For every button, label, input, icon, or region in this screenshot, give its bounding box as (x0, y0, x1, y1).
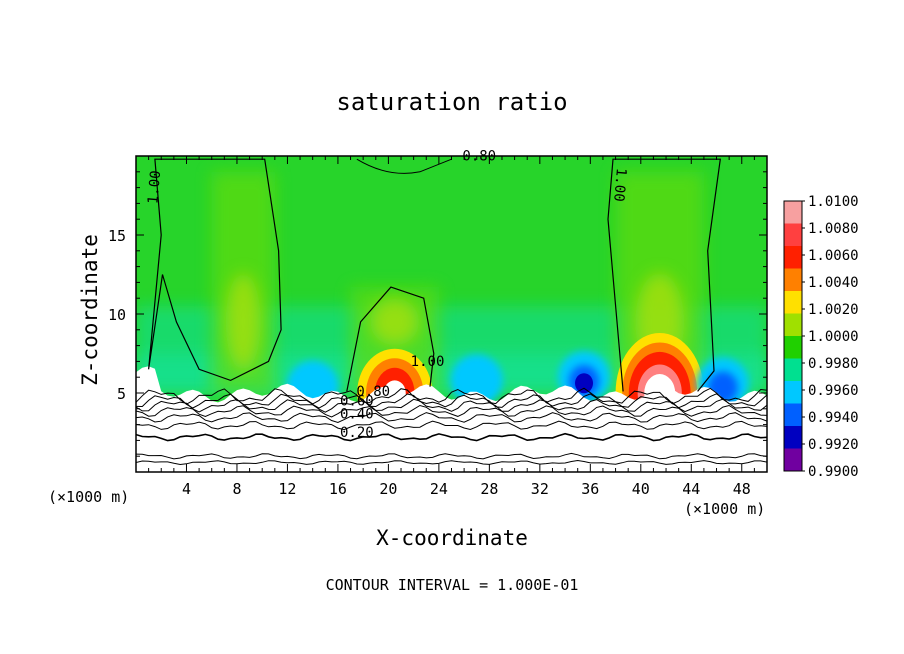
colorbar-label: 0.9900 (808, 464, 859, 480)
colorbar-label: 0.9980 (808, 356, 859, 372)
contour-low-2 (136, 432, 767, 442)
contour-low-3 (136, 420, 767, 431)
contour-label: 0.80 (356, 384, 390, 400)
x-unit-right: (×1000 m) (684, 500, 766, 518)
contour-labels: 1.00 1.001.000.800.800.600.400.20 (145, 149, 629, 441)
contour-low-4 (136, 412, 767, 424)
x-axis-label: X-coordinate (376, 526, 528, 550)
colorbar-label: 1.0020 (808, 302, 859, 318)
colorbar-swatch (784, 336, 802, 359)
contour-label: 0.60 (340, 394, 374, 410)
contour-low-1 (136, 452, 767, 460)
colorbar-swatch (784, 426, 802, 449)
x-tick-label: 48 (733, 480, 751, 498)
y-axis-label: Z-coordinate (78, 234, 102, 386)
colorbar: 1.0100 1.0080 1.0060 1.0040 1.0020 1.0000 0.99… (783, 194, 859, 480)
chart-title: saturation ratio (336, 88, 568, 116)
contour-1-00-0 (148, 158, 282, 382)
x-tick-label: 24 (430, 480, 448, 498)
contour-label: 1.00 (411, 354, 445, 370)
colorbar-label: 1.0060 (808, 248, 859, 264)
colorbar-swatch (784, 358, 802, 382)
contour-interval-note: CONTOUR INTERVAL = 1.000E-01 (325, 576, 579, 594)
contour-label: 0.80 (462, 149, 496, 165)
colorbar-swatch (784, 291, 802, 314)
colorbar-label: 0.9920 (808, 437, 859, 453)
y-tick-label: 5 (117, 385, 126, 403)
moist-core-0 (225, 273, 261, 371)
y-tick-label: 10 (108, 306, 126, 324)
colorbar-swatch (784, 223, 802, 247)
heatmap-field (136, 156, 767, 472)
x-tick-label: 28 (480, 480, 498, 498)
contour-label: 1.00 (610, 167, 629, 202)
x-tick-label: 20 (379, 480, 397, 498)
moist-core-1 (370, 298, 420, 346)
subsaturated-layer (136, 366, 767, 472)
colorbar-swatch (784, 448, 802, 472)
contour-low-5 (136, 404, 767, 418)
colorbar-label: 1.0100 (808, 194, 859, 210)
x-tick-label: 4 (182, 480, 191, 498)
x-tick-label: 16 (329, 480, 347, 498)
contour-low-7 (136, 393, 767, 409)
x-tick-label: 36 (581, 480, 599, 498)
contour-1-00-2 (607, 158, 721, 392)
x-tick-label: 8 (232, 480, 241, 498)
colorbar-swatch (784, 381, 802, 404)
colorbar-swatch (784, 246, 802, 269)
contour-label: 0.40 (340, 406, 374, 422)
x-unit-left: (×1000 m) (48, 488, 130, 506)
colorbar-swatch (784, 313, 802, 337)
colorbar-swatch (784, 201, 802, 224)
dry-deep-2 (575, 373, 594, 394)
x-tick-label: 12 (278, 480, 296, 498)
contour-lines (136, 158, 767, 466)
contour-label: 0.20 (340, 425, 374, 441)
colorbar-label: 1.0000 (808, 329, 859, 345)
contour-low-8 (136, 387, 767, 405)
colorbar-label: 0.9940 (808, 410, 859, 426)
x-tick-label: 44 (682, 480, 700, 498)
contour-low-0 (136, 459, 767, 466)
colorbar-label: 0.9960 (808, 383, 859, 399)
colorbar-swatch (784, 268, 802, 292)
x-tick-label: 32 (531, 480, 549, 498)
colorbar-label: 1.0080 (808, 221, 859, 237)
x-tick-label: 40 (632, 480, 650, 498)
contour-label: 1.00 (145, 170, 164, 205)
y-tick-label: 15 (108, 227, 126, 245)
contour-1-00-1 (346, 286, 435, 392)
colorbar-label: 1.0040 (808, 275, 859, 291)
colorbar-swatch (784, 403, 802, 427)
contour-top (356, 158, 452, 174)
